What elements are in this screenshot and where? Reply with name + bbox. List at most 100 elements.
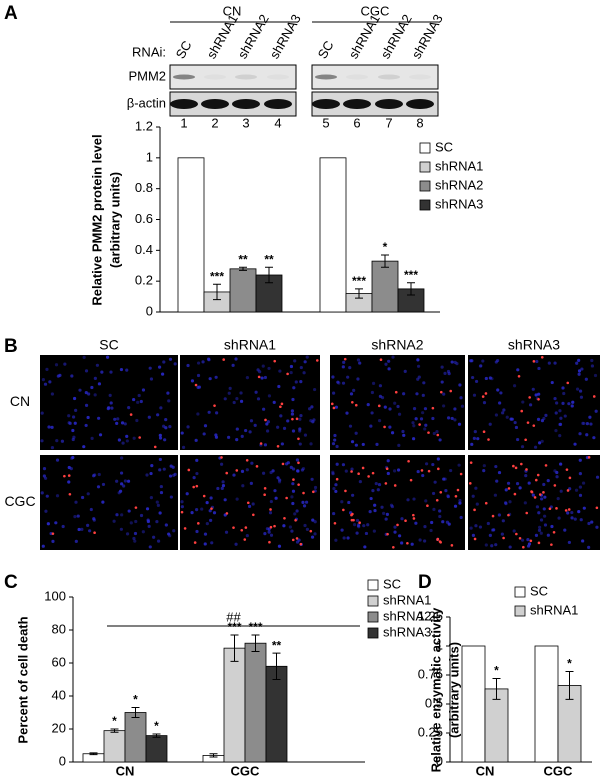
dead-cell <box>553 484 557 487</box>
pmm2-band <box>173 74 195 80</box>
nucleus <box>446 494 450 499</box>
nucleus <box>45 367 49 371</box>
lane-label: shRNA3 <box>267 12 304 61</box>
nucleus <box>393 530 397 534</box>
y-tick-label: 0.2 <box>135 273 153 288</box>
nucleus <box>355 531 359 535</box>
nucleus <box>235 397 239 401</box>
nucleus <box>93 473 97 477</box>
nucleus <box>493 493 497 497</box>
nucleus <box>538 525 542 530</box>
dead-cell <box>68 492 72 496</box>
nucleus <box>67 480 71 484</box>
nucleus <box>581 481 586 485</box>
nucleus <box>171 465 175 469</box>
nucleus <box>497 513 502 517</box>
nucleus <box>115 513 119 517</box>
nucleus <box>574 488 579 492</box>
nucleus <box>498 401 502 405</box>
nucleus <box>67 465 71 470</box>
nucleus <box>581 539 585 543</box>
dead-cell <box>292 478 295 481</box>
dead-cell <box>344 489 347 493</box>
nucleus <box>590 358 594 363</box>
nucleus <box>116 417 120 421</box>
nucleus <box>72 435 76 439</box>
nucleus <box>208 377 212 381</box>
error-bar <box>265 266 273 284</box>
nucleus <box>173 472 177 477</box>
nucleus <box>46 522 50 526</box>
nucleus <box>397 443 401 447</box>
nucleus <box>585 433 589 437</box>
nucleus <box>120 421 125 425</box>
nucleus <box>387 367 391 371</box>
actin-band <box>406 99 434 109</box>
nucleus <box>358 361 362 365</box>
significance-label: * <box>112 714 117 728</box>
nucleus <box>150 464 154 468</box>
nucleus <box>286 461 290 465</box>
dead-cell <box>383 425 386 429</box>
dead-cell <box>409 478 413 482</box>
nucleus <box>278 369 282 373</box>
nucleus <box>155 520 159 524</box>
nucleus <box>508 500 512 504</box>
nucleus <box>101 500 105 504</box>
dead-cell <box>518 536 522 540</box>
legend-swatch <box>367 595 379 607</box>
nucleus <box>312 418 316 422</box>
nucleus <box>303 360 307 364</box>
nucleus <box>351 493 355 497</box>
nucleus <box>418 538 422 542</box>
nucleus <box>438 438 442 442</box>
nucleus <box>534 533 539 537</box>
micrograph-row-label: CGC <box>4 493 35 509</box>
nucleus <box>378 384 383 388</box>
nucleus <box>258 370 262 374</box>
nucleus <box>494 543 498 547</box>
dead-cell <box>377 404 381 408</box>
nucleus <box>245 376 250 380</box>
nucleus <box>554 411 558 415</box>
nucleus <box>231 363 235 367</box>
nucleus <box>161 372 165 376</box>
nucleus <box>299 365 303 370</box>
micrograph <box>40 355 178 450</box>
nucleus <box>430 520 434 525</box>
bar <box>177 157 205 313</box>
nucleus <box>290 409 295 413</box>
nucleus <box>41 544 45 548</box>
nucleus <box>109 370 113 374</box>
bar <box>319 157 347 313</box>
nucleus <box>346 375 350 379</box>
nucleus <box>331 442 336 446</box>
nucleus <box>595 525 599 529</box>
nucleus <box>494 413 499 417</box>
pmm2-band <box>204 74 226 80</box>
nucleus <box>356 358 361 362</box>
annotation: ## <box>226 609 241 624</box>
nucleus <box>482 464 486 468</box>
nucleus <box>76 514 80 518</box>
dead-cell <box>552 531 556 534</box>
dead-cell <box>299 542 303 546</box>
legend-swatch <box>419 199 431 211</box>
dead-cell <box>51 532 55 535</box>
nucleus <box>459 396 463 400</box>
nucleus <box>540 497 544 501</box>
significance-label: * <box>383 240 388 254</box>
actin-band <box>232 99 260 109</box>
dead-cell <box>587 456 591 459</box>
nucleus <box>61 524 65 529</box>
nucleus <box>195 508 199 512</box>
y-axis-label: (arbitrary units) <box>446 642 461 738</box>
nucleus <box>577 510 581 514</box>
nucleus <box>459 515 463 520</box>
nucleus <box>331 375 335 379</box>
nucleus <box>97 472 101 477</box>
legend-swatch <box>367 579 379 591</box>
error-bar <box>213 283 221 301</box>
nucleus <box>566 511 570 515</box>
nucleus <box>393 401 397 405</box>
